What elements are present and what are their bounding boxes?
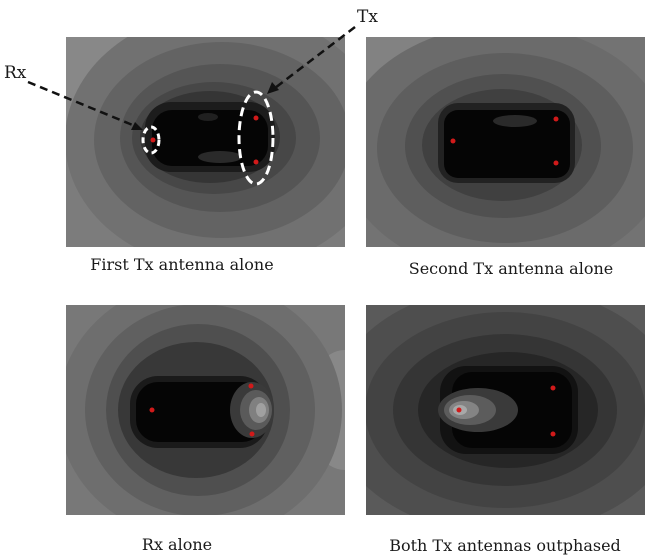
- panel-caption: Second Tx antenna alone: [409, 259, 613, 278]
- rx-arrowhead: [131, 122, 143, 130]
- tx-label: Tx: [357, 7, 378, 27]
- antenna-dot: [550, 385, 556, 391]
- field-map-first-tx: [66, 37, 345, 247]
- panel-rx: Rx alone: [66, 305, 345, 554]
- antenna-dot: [248, 383, 254, 389]
- antenna-dot: [450, 138, 456, 144]
- tx-highlight-ellipse: [237, 90, 275, 186]
- rx-label: Rx: [4, 63, 27, 83]
- panel-both-tx: Both Tx antennas outphased: [366, 305, 645, 555]
- rx-arrow-line: [27, 80, 136, 128]
- antenna-dot: [149, 407, 155, 413]
- panel-first-tx: First Tx antenna alone: [66, 37, 345, 274]
- antenna-dot: [553, 160, 559, 166]
- antenna-dot: [150, 137, 156, 143]
- antenna-dot: [249, 431, 255, 437]
- antenna-dot: [253, 159, 259, 165]
- panel-second-tx: Second Tx antenna alone: [366, 37, 645, 278]
- panel-caption: Rx alone: [142, 535, 212, 554]
- rx-highlight-ellipse: [141, 125, 161, 155]
- rx-annotation: Rx: [4, 63, 143, 130]
- field-map-second-tx: [366, 37, 645, 247]
- antenna-dot: [456, 407, 462, 413]
- antenna-dot: [550, 431, 556, 437]
- field-map-both-tx: [366, 305, 645, 515]
- field-map-rx: [66, 305, 345, 515]
- panel-caption: Both Tx antennas outphased: [389, 536, 621, 555]
- antenna-dot: [253, 115, 259, 121]
- tx-arrow-line: [274, 26, 356, 89]
- panel-caption: First Tx antenna alone: [90, 255, 273, 274]
- tx-annotation: Tx: [267, 7, 378, 94]
- tx-arrowhead: [267, 82, 279, 94]
- antenna-dot: [553, 116, 559, 122]
